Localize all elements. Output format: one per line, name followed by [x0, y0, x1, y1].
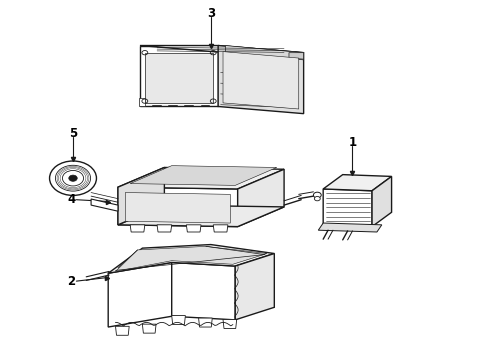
Polygon shape — [143, 324, 156, 333]
Polygon shape — [140, 45, 218, 107]
Circle shape — [315, 197, 320, 201]
Text: 1: 1 — [348, 136, 357, 149]
Polygon shape — [108, 244, 274, 273]
Polygon shape — [157, 225, 171, 232]
Polygon shape — [108, 262, 172, 327]
Circle shape — [314, 192, 321, 198]
Polygon shape — [125, 193, 230, 223]
Polygon shape — [118, 167, 164, 225]
Polygon shape — [213, 225, 228, 232]
Polygon shape — [140, 45, 304, 53]
Polygon shape — [323, 175, 392, 191]
Polygon shape — [172, 316, 185, 324]
Polygon shape — [238, 169, 284, 226]
Polygon shape — [223, 319, 237, 328]
Polygon shape — [139, 98, 145, 107]
Text: 3: 3 — [207, 7, 215, 20]
Polygon shape — [198, 318, 212, 327]
Polygon shape — [318, 223, 382, 232]
Polygon shape — [118, 187, 238, 226]
Polygon shape — [289, 53, 304, 59]
Polygon shape — [323, 189, 372, 226]
Circle shape — [49, 161, 97, 195]
Polygon shape — [235, 253, 274, 320]
Circle shape — [55, 165, 91, 191]
Text: 5: 5 — [69, 127, 77, 140]
Polygon shape — [118, 205, 284, 226]
Polygon shape — [130, 166, 277, 185]
Polygon shape — [218, 45, 304, 114]
Polygon shape — [145, 53, 213, 103]
Polygon shape — [225, 45, 304, 60]
Polygon shape — [91, 199, 118, 211]
Polygon shape — [116, 326, 129, 335]
Text: 4: 4 — [68, 193, 75, 206]
Text: 2: 2 — [68, 275, 75, 288]
Polygon shape — [172, 262, 235, 320]
Polygon shape — [186, 225, 201, 232]
Circle shape — [69, 175, 77, 181]
Polygon shape — [130, 225, 145, 232]
Polygon shape — [116, 246, 267, 271]
Polygon shape — [372, 176, 392, 226]
Polygon shape — [118, 167, 284, 189]
Polygon shape — [223, 51, 299, 109]
Circle shape — [62, 171, 84, 186]
